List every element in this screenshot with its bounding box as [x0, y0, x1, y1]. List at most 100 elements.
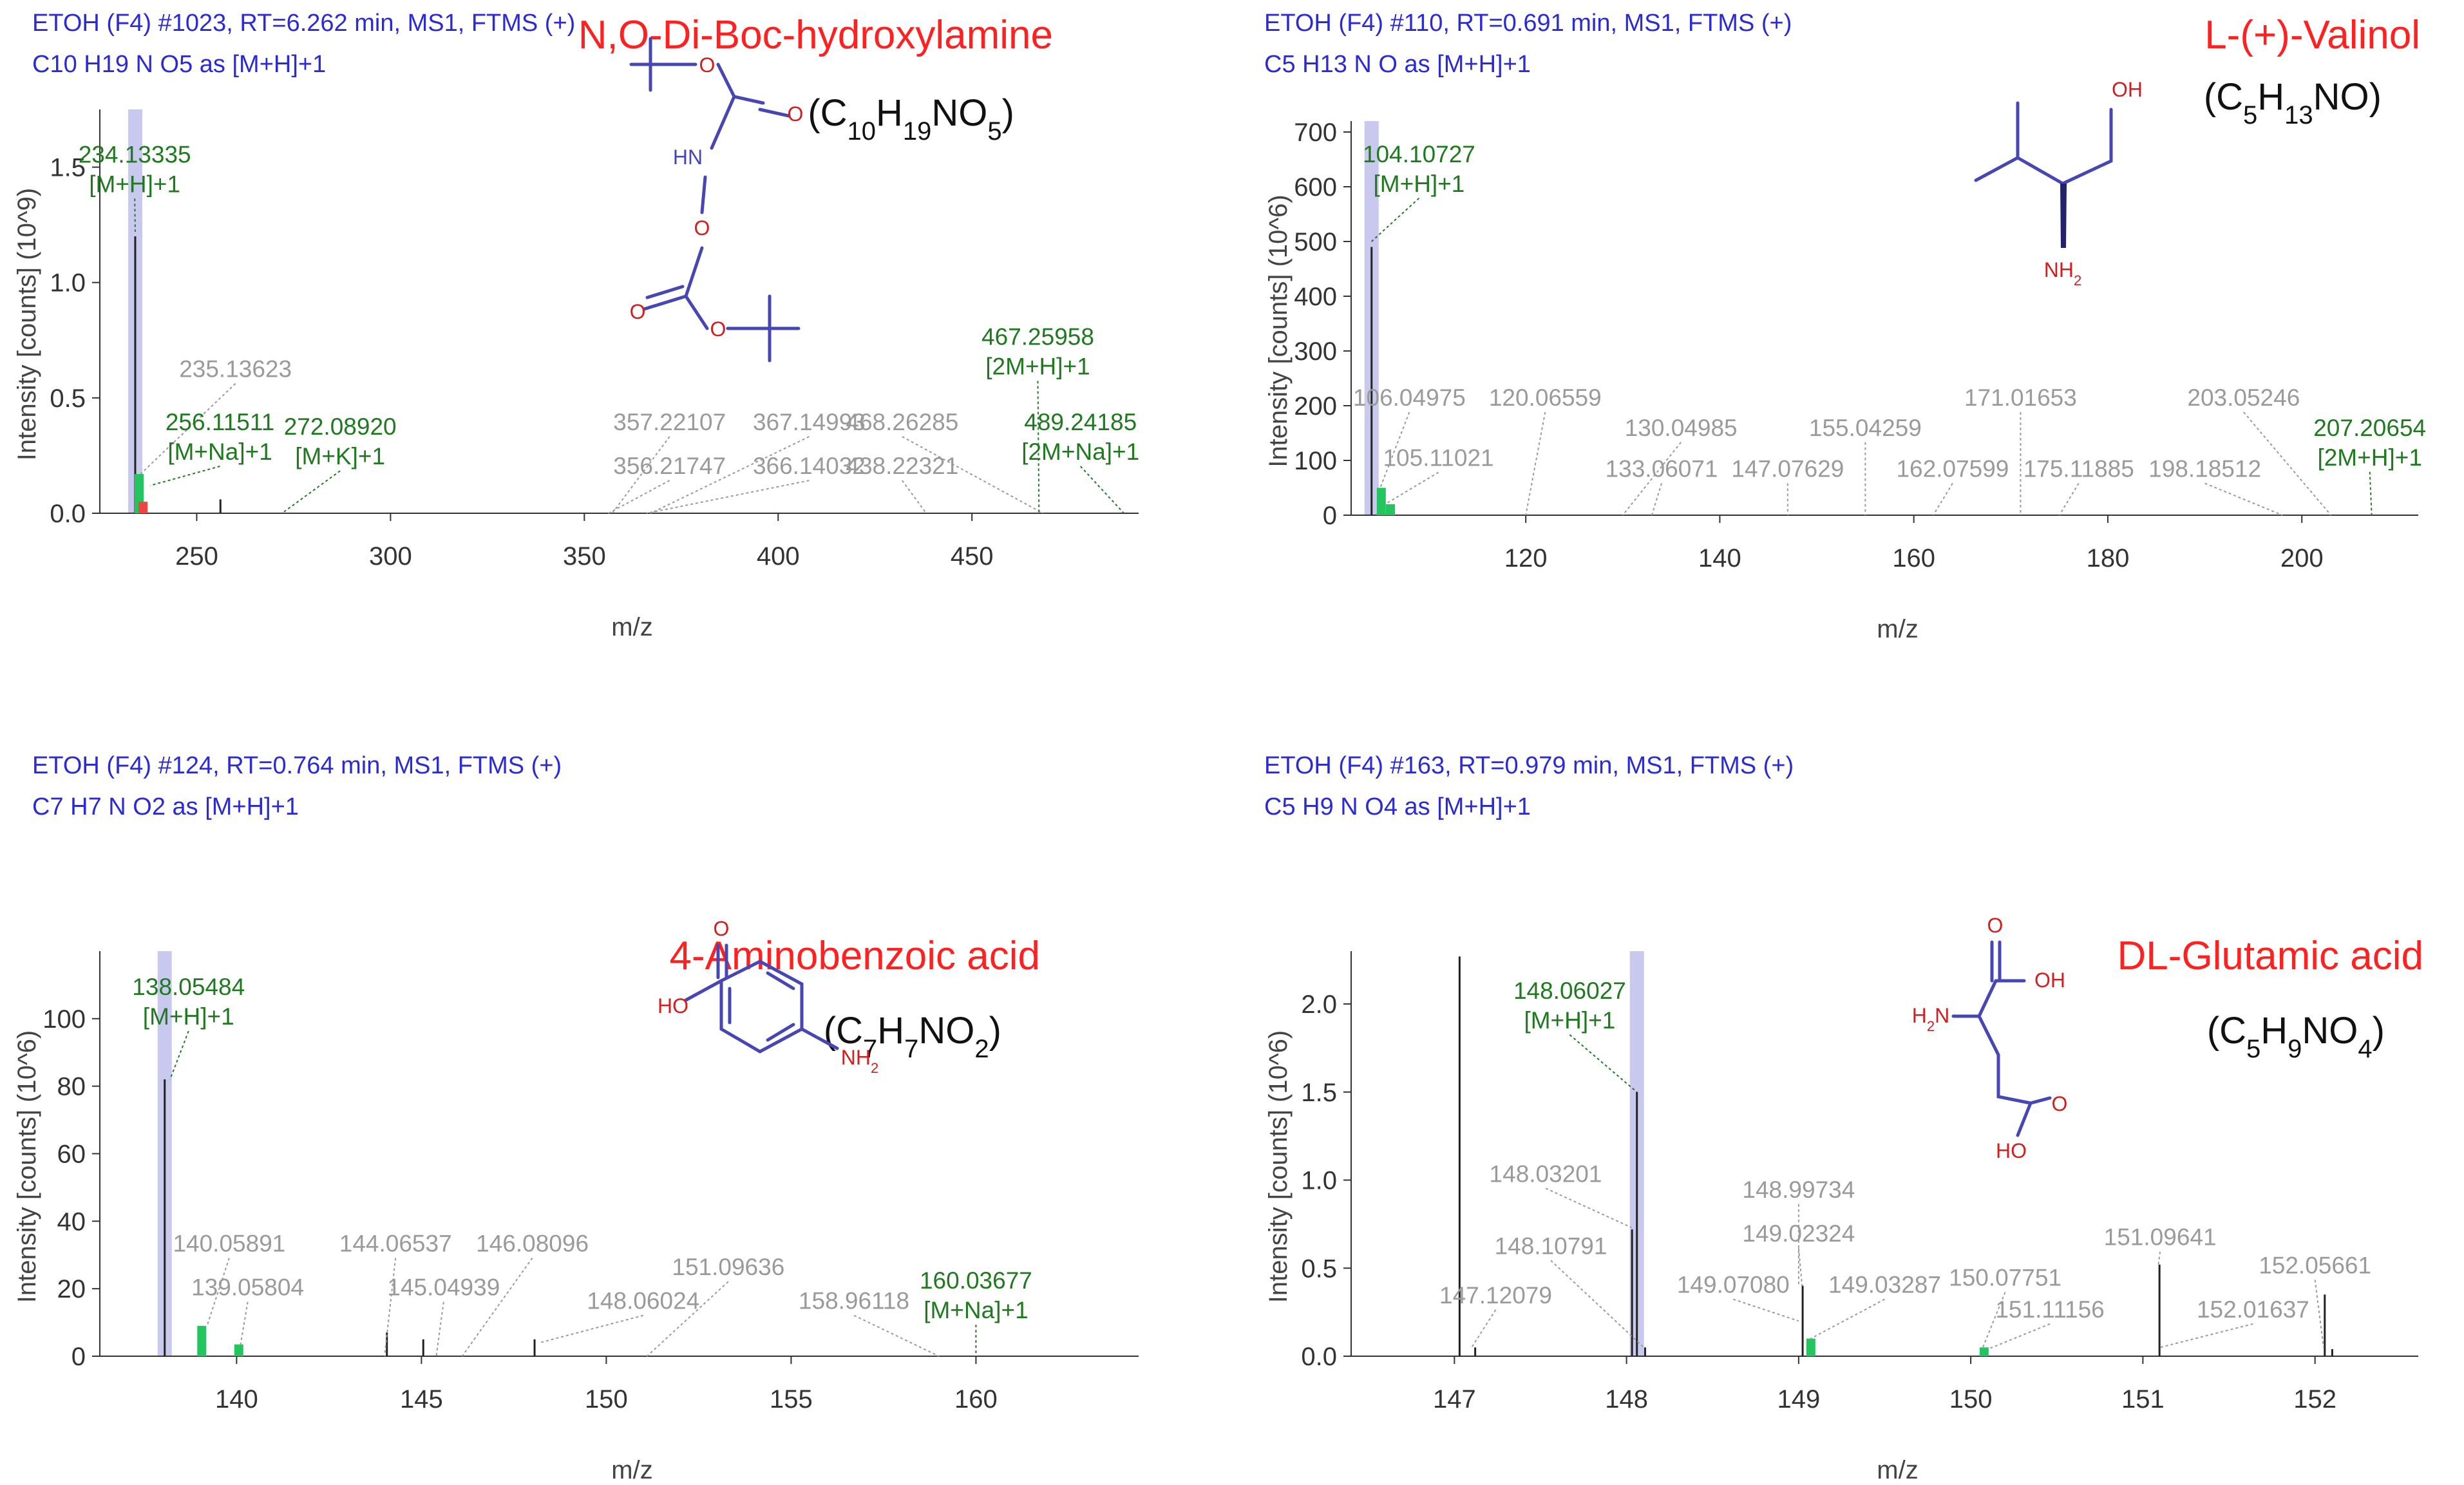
atom-label: O [714, 917, 730, 940]
x-tick-label: 145 [400, 1385, 443, 1414]
atom-label: O [630, 300, 646, 323]
molecular-formula: (C5H13NO) [2204, 76, 2382, 129]
peak-label-leader [2204, 482, 2283, 516]
peak-label: 148.03201 [1490, 1160, 1602, 1187]
y-tick-label: 0.5 [1301, 1254, 1337, 1283]
isotope-peak [234, 1344, 243, 1356]
bond [2016, 108, 2113, 185]
compound-name: N,O-Di-Boc-hydroxylamine [578, 13, 1053, 57]
molecule-structure: OH NH2 [1974, 78, 2143, 288]
y-tick-label: 40 [57, 1207, 86, 1236]
peak-label-leader [1370, 198, 1420, 242]
isotope-peak [138, 502, 148, 513]
compound-name: L-(+)-Valinol [2204, 13, 2420, 57]
peak-label: 489.24185 [1024, 409, 1137, 435]
molecule-structure: O O HN O O O [629, 37, 804, 363]
atom-label: HN [673, 146, 703, 169]
atom-label: OH [2112, 78, 2143, 101]
y-tick-label: 300 [1294, 337, 1337, 366]
molecular-formula: (C7H7NO2) [824, 1010, 1001, 1063]
atom-label: NH2 [841, 1046, 878, 1076]
peak-label: 139.05804 [191, 1274, 304, 1301]
peak-label: 104.10727 [1363, 141, 1475, 167]
bond [766, 1023, 795, 1042]
peak-label-leader [2314, 1280, 2325, 1348]
atom-label: O [788, 102, 804, 126]
x-tick-label: 450 [951, 542, 994, 571]
bond [642, 294, 688, 311]
y-tick-label: 0.0 [50, 500, 86, 528]
spectrum-header-formula: C5 H9 N O4 as [M+H]+1 [1264, 793, 1531, 820]
peak-label: 160.03677 [920, 1267, 1032, 1294]
peak-label: 235.13623 [179, 356, 292, 383]
peak-label: 171.01653 [1964, 384, 2077, 411]
peak-adduct-label: [2M+H]+1 [2317, 444, 2421, 471]
atom-label: O [2052, 1092, 2068, 1115]
x-tick-label: 160 [1892, 544, 1935, 572]
peak-label-leader [169, 1030, 189, 1080]
peak-label: 120.06559 [1489, 384, 1602, 411]
peak-adduct-label: [M+H]+1 [1373, 171, 1464, 197]
spectrum-chart: ETOH (F4) #163, RT=0.979 min, MS1, FTMS … [1264, 752, 2423, 1484]
y-tick-label: 80 [57, 1073, 86, 1101]
peak-label-leader [1525, 411, 1546, 516]
y-tick-label: 100 [1294, 447, 1337, 475]
atom-label: H2N [1912, 1004, 1949, 1034]
y-axis-label: Intensity [counts] (10^6) [1264, 194, 1293, 467]
bond [2029, 1096, 2052, 1105]
spectrum-panel-di-boc-hydroxylamine: ETOH (F4) #1023, RT=6.262 min, MS1, FTMS… [0, 0, 1232, 742]
spectrum-chart: ETOH (F4) #124, RT=0.764 min, MS1, FTMS … [13, 752, 1139, 1484]
x-axis-label: m/z [611, 613, 652, 641]
bond [710, 95, 736, 150]
spectrum-header-scan: ETOH (F4) #124, RT=0.764 min, MS1, FTMS … [32, 752, 562, 779]
atom-label: O [699, 53, 716, 77]
y-tick-label: 0 [71, 1343, 86, 1371]
peak-adduct-label: [M+Na]+1 [167, 439, 272, 465]
peak-label: 148.06024 [587, 1288, 699, 1314]
x-axis-label: m/z [1877, 615, 1918, 643]
isotope-peak [1806, 1338, 1815, 1356]
spectrum-header-formula: C7 H7 N O2 as [M+H]+1 [32, 793, 299, 820]
peak-label-leader [435, 1301, 444, 1357]
spectrum-chart: ETOH (F4) #110, RT=0.691 min, MS1, FTMS … [1264, 10, 2426, 643]
y-tick-label: 1.5 [50, 154, 86, 182]
peak-label: 149.07080 [1677, 1272, 1790, 1298]
x-tick-label: 150 [585, 1385, 628, 1414]
peak-label: 130.04985 [1625, 415, 1738, 441]
peak-label: 151.11156 [1995, 1296, 2104, 1323]
peak-label: 155.04259 [1809, 415, 1922, 441]
peak-adduct-label: [M+H]+1 [1524, 1007, 1615, 1034]
bond [766, 971, 795, 990]
peak-label: 234.13335 [79, 141, 191, 167]
y-tick-label: 600 [1294, 173, 1337, 202]
isotope-peak [1386, 504, 1396, 515]
x-axis-label: m/z [1877, 1456, 1918, 1484]
wedge-bond [2060, 184, 2067, 248]
peak-label: 175.11885 [2023, 456, 2134, 482]
peak-label: 203.05246 [2187, 384, 2300, 411]
peak-label-leader [1379, 411, 1410, 488]
atom-label: O [694, 216, 710, 240]
peak-label: 356.21747 [613, 453, 726, 479]
peak-label-leader [1545, 1187, 1633, 1229]
spectrum-panel-valinol: ETOH (F4) #110, RT=0.691 min, MS1, FTMS … [1232, 0, 2464, 742]
y-axis-label: Intensity [counts] (10^6) [13, 1030, 41, 1303]
y-tick-label: 100 [43, 1005, 86, 1034]
peak-label-leader [1732, 1298, 1799, 1322]
peak-adduct-label: [M+K]+1 [295, 443, 385, 469]
bond [1977, 1014, 2033, 1105]
atom-label: O [1987, 914, 2004, 937]
spectrum-header-scan: ETOH (F4) #110, RT=0.691 min, MS1, FTMS … [1264, 10, 1792, 37]
isotope-peak [1376, 487, 1386, 515]
peak-label-leader [1622, 442, 1682, 516]
bond [700, 175, 707, 214]
peak-label: 147.12079 [1439, 1282, 1552, 1309]
y-tick-label: 1.0 [1301, 1167, 1337, 1195]
peak-label: 149.02324 [1742, 1220, 1855, 1247]
peak-label: 151.09641 [2104, 1224, 2217, 1251]
y-tick-label: 0.0 [1301, 1343, 1337, 1371]
peak-label: 438.22321 [846, 453, 958, 479]
x-tick-label: 147 [1433, 1385, 1476, 1414]
peak-label-leader [1550, 1260, 1645, 1348]
peak-label: 366.14032 [753, 453, 866, 479]
